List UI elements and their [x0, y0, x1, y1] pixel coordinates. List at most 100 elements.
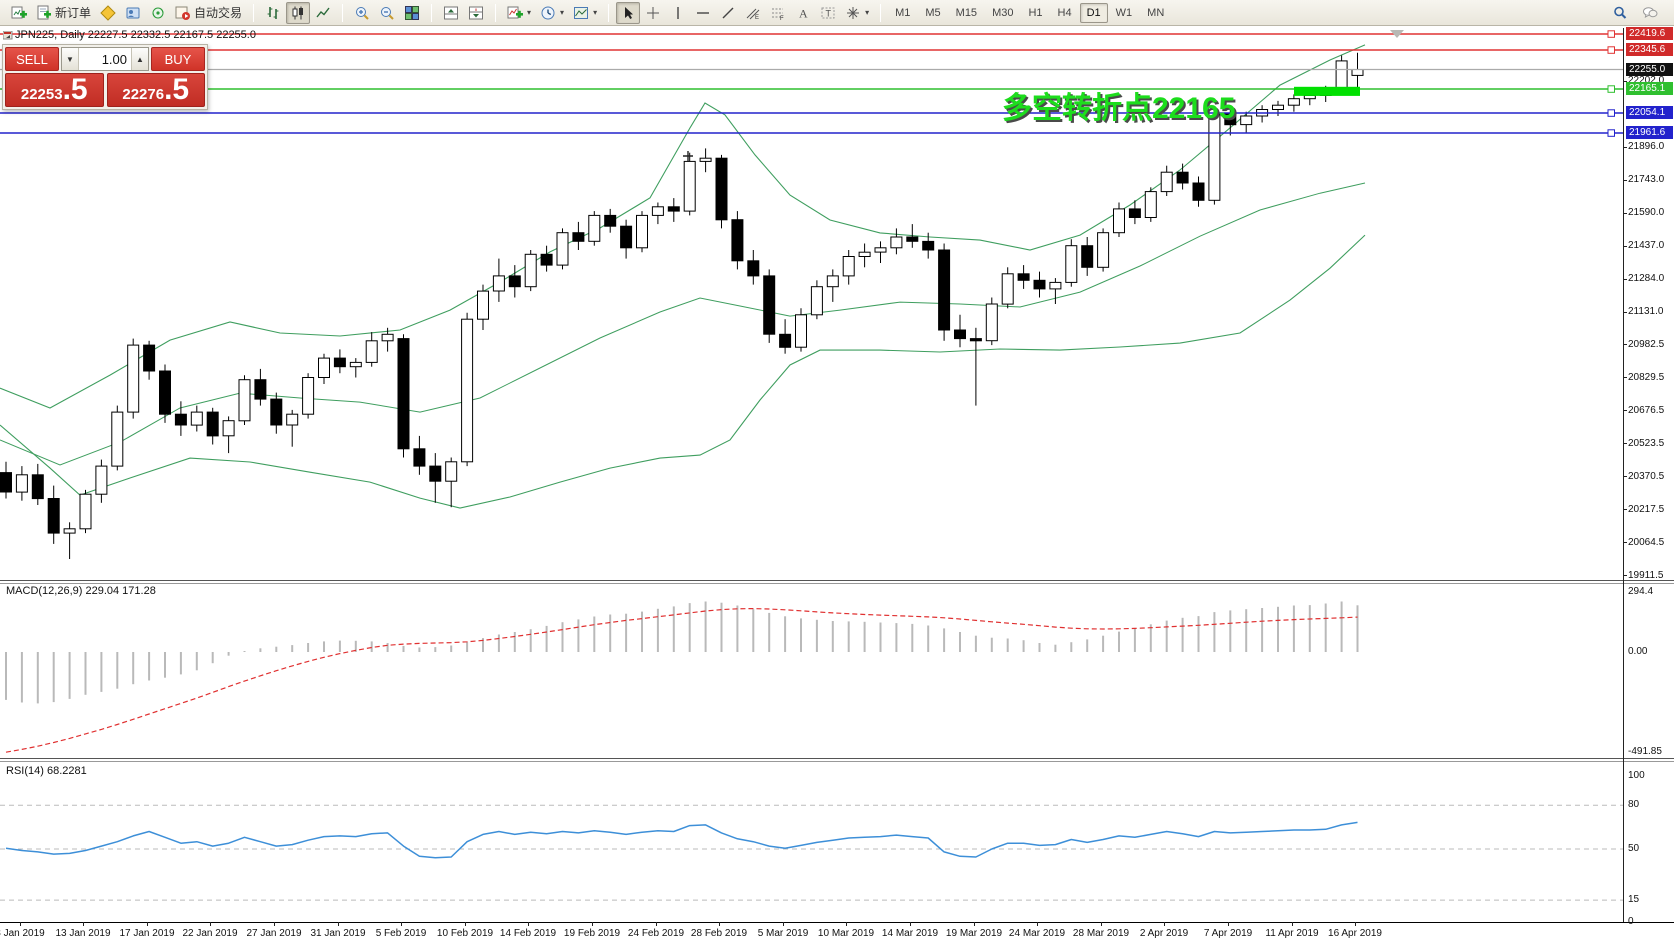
candle [238, 379, 251, 422]
new-order-button[interactable]: 新订单 [32, 2, 95, 24]
periods-icon [540, 5, 556, 21]
line-chart-button[interactable] [311, 2, 335, 24]
crosshair-button[interactable] [641, 2, 665, 24]
label-button[interactable]: T [816, 2, 840, 24]
buy-button[interactable]: BUY [151, 47, 205, 71]
new-chart-button[interactable] [7, 2, 31, 24]
trendline-button[interactable] [716, 2, 740, 24]
text-button[interactable]: A [791, 2, 815, 24]
chart-corner-icon[interactable] [3, 31, 13, 40]
candle [699, 157, 712, 162]
timeframe-mn[interactable]: MN [1147, 6, 1165, 19]
level-line-handle[interactable] [1607, 109, 1615, 117]
pane-separator[interactable] [0, 580, 1674, 581]
price-tick-mark [1623, 80, 1627, 82]
rsi-pane-canvas[interactable] [0, 762, 1623, 922]
price-tick-label: 21896.0 [1628, 141, 1665, 153]
templates-button[interactable]: ▾ [569, 2, 601, 24]
date-tick-mark [656, 922, 657, 926]
candle [747, 260, 760, 277]
level-line-handle[interactable] [1607, 85, 1615, 93]
date-tick-label: 13 Jan 2019 [55, 928, 111, 939]
candle [938, 249, 951, 331]
date-tick-mark [20, 922, 21, 926]
candle [874, 247, 887, 253]
timeframe-h1[interactable]: H1 [1028, 6, 1043, 19]
vline-button[interactable] [666, 2, 690, 24]
zoom-in-button[interactable] [350, 2, 374, 24]
timeframe-m5[interactable]: M5 [925, 6, 941, 19]
bar-chart-button[interactable] [261, 2, 285, 24]
green-zone-rectangle[interactable] [1294, 86, 1360, 96]
market-watch-icon [100, 4, 116, 21]
search-button[interactable] [1608, 2, 1632, 24]
level-line-handle[interactable] [1607, 30, 1615, 38]
timeframe-m15[interactable]: M15 [955, 6, 978, 19]
hline-button[interactable] [691, 2, 715, 24]
candle [111, 411, 124, 467]
add-indicator-button[interactable]: ▾ [503, 2, 535, 24]
channel-button[interactable]: E [741, 2, 765, 24]
toolbar-button-label: 自动交易 [194, 6, 243, 20]
market-watch-button[interactable] [96, 2, 120, 24]
pane-separator[interactable] [0, 758, 1674, 759]
sell-button[interactable]: SELL [5, 47, 59, 71]
chat-button[interactable] [1638, 2, 1662, 24]
indicator-window-down-button[interactable] [464, 2, 488, 24]
date-tick-label: 8 Jan 2019 [0, 928, 45, 939]
date-tick-label: 27 Jan 2019 [246, 928, 302, 939]
candle [636, 214, 648, 249]
chart-title: JPN225, Daily 22227.5 22332.5 22167.5 22… [15, 29, 256, 41]
candlestick-chart-button[interactable] [286, 1, 311, 24]
label-icon: T [820, 5, 836, 21]
timeframe-d1[interactable]: D1 [1079, 2, 1108, 23]
macd-axis-label: 294.4 [1628, 586, 1654, 597]
candle [715, 157, 728, 221]
volume-input[interactable]: 1.00 [101, 51, 127, 67]
macd-indicator-label: MACD(12,26,9) 229.04 171.28 [6, 585, 156, 597]
date-tick-mark [528, 922, 529, 926]
price-level-label-22419.6: 22419.6 [1626, 27, 1673, 41]
toolbar-separator [495, 3, 497, 22]
volume-decrease-button[interactable]: ▼ [62, 48, 79, 70]
timeframe-w1[interactable]: W1 [1115, 6, 1133, 19]
fibonacci-button[interactable]: F [766, 2, 790, 24]
zoom-out-button[interactable] [375, 2, 399, 24]
timeframe-h4[interactable]: H4 [1057, 6, 1072, 19]
level-line-handle[interactable] [1607, 129, 1615, 137]
toolbar-group [436, 2, 491, 24]
sell-price-box[interactable]: 22253.5 [5, 73, 104, 107]
timeframe-m1[interactable]: M1 [895, 6, 911, 19]
price-level-label-22165.1: 22165.1 [1626, 82, 1673, 96]
vline-icon [670, 5, 686, 21]
buy-price-box[interactable]: 22276.5 [106, 73, 205, 107]
periods-button[interactable]: ▾ [536, 2, 568, 24]
line-chart-icon [315, 5, 331, 21]
indicator-window-up-icon [443, 5, 459, 21]
date-tick-label: 10 Mar 2019 [817, 928, 875, 939]
macd-pane-canvas[interactable] [0, 583, 1623, 758]
strategy-tester-icon [150, 5, 166, 21]
tile-windows-button[interactable] [400, 2, 424, 24]
volume-increase-button[interactable]: ▲ [131, 48, 148, 70]
candle [1176, 171, 1189, 184]
date-tick-mark [910, 922, 911, 926]
timeframe-m30[interactable]: M30 [992, 6, 1014, 19]
data-window-button[interactable] [121, 2, 145, 24]
strategy-tester-button[interactable] [146, 2, 170, 24]
annotation-text[interactable]: 多空转折点22165 [1002, 92, 1235, 125]
shapes-button[interactable]: ▾ [841, 2, 873, 24]
svg-text:F: F [780, 16, 784, 21]
toolbar-separator [431, 3, 433, 22]
autotrading-button[interactable]: 自动交易 [171, 2, 246, 24]
toolbar-group [258, 1, 338, 24]
date-tick-label: 5 Feb 2019 [375, 928, 427, 939]
level-line-handle[interactable] [1607, 46, 1615, 54]
indicator-window-up-button[interactable] [439, 2, 463, 24]
chart-shift-marker[interactable] [1390, 30, 1404, 38]
cursor-button[interactable] [616, 1, 641, 24]
cross-marker[interactable] [683, 150, 693, 161]
candle [985, 303, 998, 342]
shapes-icon [845, 5, 861, 21]
